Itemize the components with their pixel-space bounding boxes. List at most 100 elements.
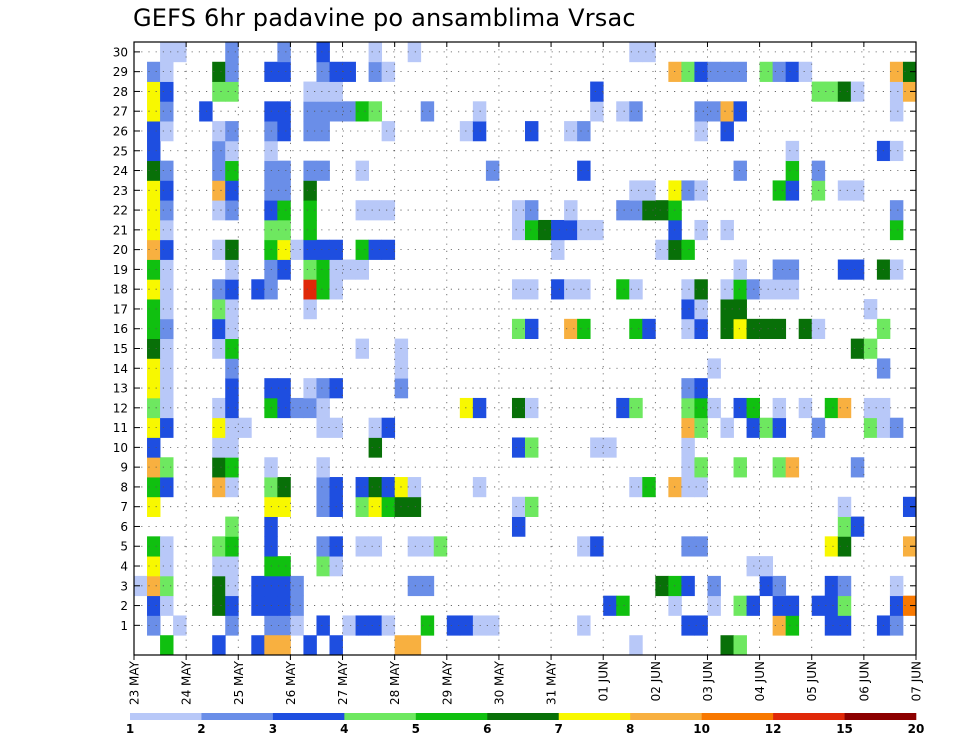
heatmap-cell (355, 101, 369, 122)
heatmap-cell (420, 575, 435, 597)
x-tick-label: 23 MAY (128, 660, 142, 705)
x-tick-label: 25 MAY (232, 660, 246, 705)
heatmap-cell (889, 259, 904, 280)
heatmap-cell (160, 160, 174, 181)
heatmap-cell (147, 160, 161, 181)
heatmap-cell (564, 279, 578, 300)
y-tick-label: 10 (113, 441, 128, 455)
heatmap-cell (772, 318, 787, 340)
x-tick-label: 07 JUN (910, 661, 924, 701)
heatmap-cell (785, 457, 800, 478)
heatmap-cell (160, 42, 174, 63)
heatmap-cell (720, 279, 734, 300)
heatmap-cell (355, 200, 369, 221)
heatmap-cell (577, 160, 591, 181)
heatmap-cell (681, 378, 695, 399)
heatmap-cell (694, 279, 708, 300)
y-tick-label: 3 (120, 579, 128, 593)
heatmap-cell (772, 575, 787, 597)
heatmap-cell (277, 595, 291, 616)
heatmap-cell (772, 417, 787, 438)
heatmap-cell (290, 615, 304, 636)
heatmap-cell (225, 140, 239, 162)
heatmap-cell (472, 615, 487, 636)
heatmap-cell (355, 160, 369, 181)
colorbar-label: 7 (555, 722, 563, 736)
heatmap-cell (850, 457, 865, 478)
heatmap-cell (720, 318, 734, 340)
heatmap-cell (629, 101, 643, 122)
x-tick-label: 27 MAY (336, 660, 350, 705)
heatmap-cell (212, 299, 226, 320)
heatmap-cell (381, 477, 396, 498)
x-tick-label: 06 JUN (857, 661, 871, 701)
heatmap-cell (160, 121, 174, 142)
heatmap-cell (147, 556, 161, 577)
y-tick-label: 9 (120, 461, 128, 475)
heatmap-cell (525, 219, 539, 241)
heatmap-cell (225, 299, 239, 320)
heatmap-cell (824, 575, 839, 597)
heatmap-cell (681, 279, 695, 300)
heatmap-cell (160, 536, 174, 557)
heatmap-cell (889, 200, 904, 221)
heatmap-cell (316, 121, 330, 142)
heatmap-cell (316, 615, 330, 636)
heatmap-cell (264, 635, 278, 656)
heatmap-cell (733, 635, 747, 656)
y-tick-label: 18 (113, 283, 128, 297)
heatmap-cell (147, 61, 161, 82)
heatmap-cell (147, 101, 161, 122)
heatmap-cell (694, 457, 708, 478)
heatmap-cell (681, 457, 695, 478)
heatmap-cell (147, 477, 161, 498)
heatmap-cell (785, 279, 800, 300)
heatmap-cell (381, 239, 396, 260)
colorbar-label: 1 (126, 722, 134, 736)
heatmap-cell (798, 397, 813, 419)
heatmap-cell (733, 279, 747, 300)
heatmap-cell (238, 417, 252, 438)
heatmap-cell (147, 457, 161, 478)
y-tick-label: 30 (113, 45, 128, 59)
heatmap-cell (355, 259, 369, 280)
heatmap-cell (420, 101, 435, 122)
heatmap-cell (759, 61, 774, 82)
y-tick-label: 16 (113, 322, 128, 336)
heatmap-cell (889, 595, 904, 616)
heatmap-cell (160, 318, 174, 340)
x-tick-label: 30 MAY (492, 660, 506, 705)
heatmap-cell (303, 81, 317, 102)
colorbar-swatch (415, 713, 488, 720)
heatmap-cell (577, 121, 591, 142)
heatmap-cell (837, 180, 852, 201)
heatmap-cell (368, 417, 383, 438)
heatmap-cell (681, 575, 695, 597)
heatmap-cells (134, 42, 917, 656)
heatmap-cell (642, 200, 656, 221)
y-axis-ticks: 1234567891011121314151617181920212223242… (113, 45, 916, 633)
heatmap-cell (629, 318, 643, 340)
heatmap-cell (511, 496, 526, 517)
heatmap-cell (212, 160, 226, 181)
heatmap-cell (342, 101, 356, 122)
heatmap-cell (160, 81, 174, 102)
heatmap-cell (225, 42, 239, 63)
heatmap-cell (212, 635, 226, 656)
heatmap-cell (368, 61, 383, 82)
heatmap-cell (316, 259, 330, 280)
heatmap-cell (681, 318, 695, 340)
heatmap-cell (525, 318, 539, 340)
heatmap-cell (277, 259, 291, 280)
heatmap-cell (225, 200, 239, 221)
heatmap-cell (629, 200, 643, 221)
heatmap-cell (225, 81, 239, 102)
heatmap-cell (407, 575, 422, 597)
heatmap-cell (316, 556, 330, 577)
colorbar-swatch (201, 713, 274, 720)
heatmap-cell (590, 219, 604, 241)
heatmap-cell (355, 239, 369, 260)
heatmap-cell (160, 338, 174, 359)
heatmap-cell (720, 417, 734, 438)
heatmap-cell (225, 160, 239, 181)
